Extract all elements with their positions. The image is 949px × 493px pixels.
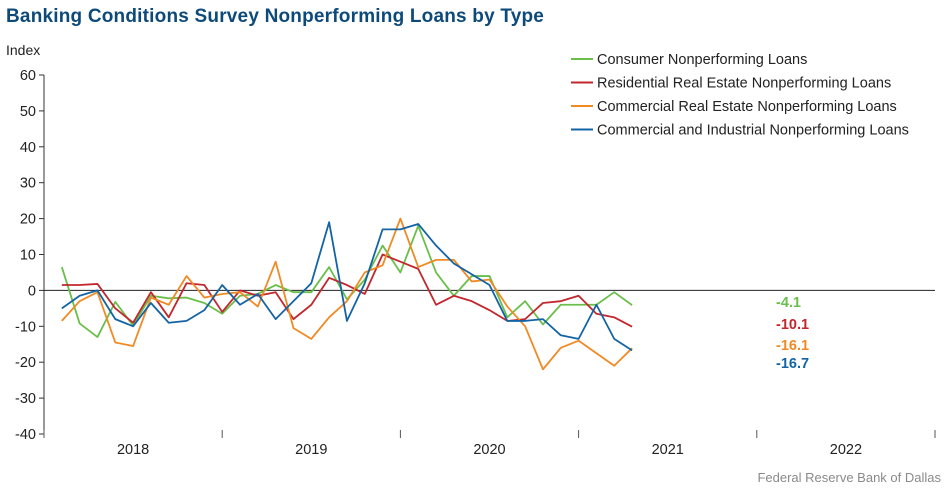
x-tick-label: 2019 [295, 442, 327, 458]
y-axis-label: Index [6, 42, 41, 58]
end-value-label: -10.1 [776, 317, 809, 333]
y-tick-label: 40 [20, 140, 36, 156]
x-tick-label: 2022 [830, 442, 862, 458]
end-value-label: -16.1 [776, 338, 809, 354]
y-tick-label: -40 [15, 427, 36, 443]
legend-label: Commercial and Industrial Nonperforming … [597, 123, 909, 139]
series-line-3 [61, 217, 633, 371]
y-tick-label: 20 [20, 212, 36, 228]
y-tick-label: 10 [20, 248, 36, 264]
x-tick-label: 2020 [473, 442, 505, 458]
end-value-label: -16.7 [776, 356, 809, 372]
y-tick-label: 60 [20, 68, 36, 84]
legend-label: Residential Real Estate Nonperforming Lo… [597, 76, 891, 92]
y-tick-label: -30 [15, 391, 36, 407]
x-tick-label: 2018 [117, 442, 149, 458]
y-tick-label: 50 [20, 104, 36, 120]
end-value-label: -4.1 [776, 295, 801, 311]
y-tick-label: 0 [28, 283, 36, 299]
chart-title: Banking Conditions Survey Nonperforming … [6, 6, 545, 27]
y-tick-label: 30 [20, 176, 36, 192]
series-line-4 [61, 221, 633, 352]
x-tick-label: 2021 [652, 442, 684, 458]
legend-label: Commercial Real Estate Nonperforming Loa… [597, 99, 897, 115]
source-note: Federal Reserve Bank of Dallas [757, 470, 941, 485]
series-line-1 [60, 224, 633, 338]
y-tick-label: -20 [15, 355, 36, 371]
legend-label: Consumer Nonperforming Loans [597, 52, 807, 68]
y-tick-label: -10 [15, 319, 36, 335]
